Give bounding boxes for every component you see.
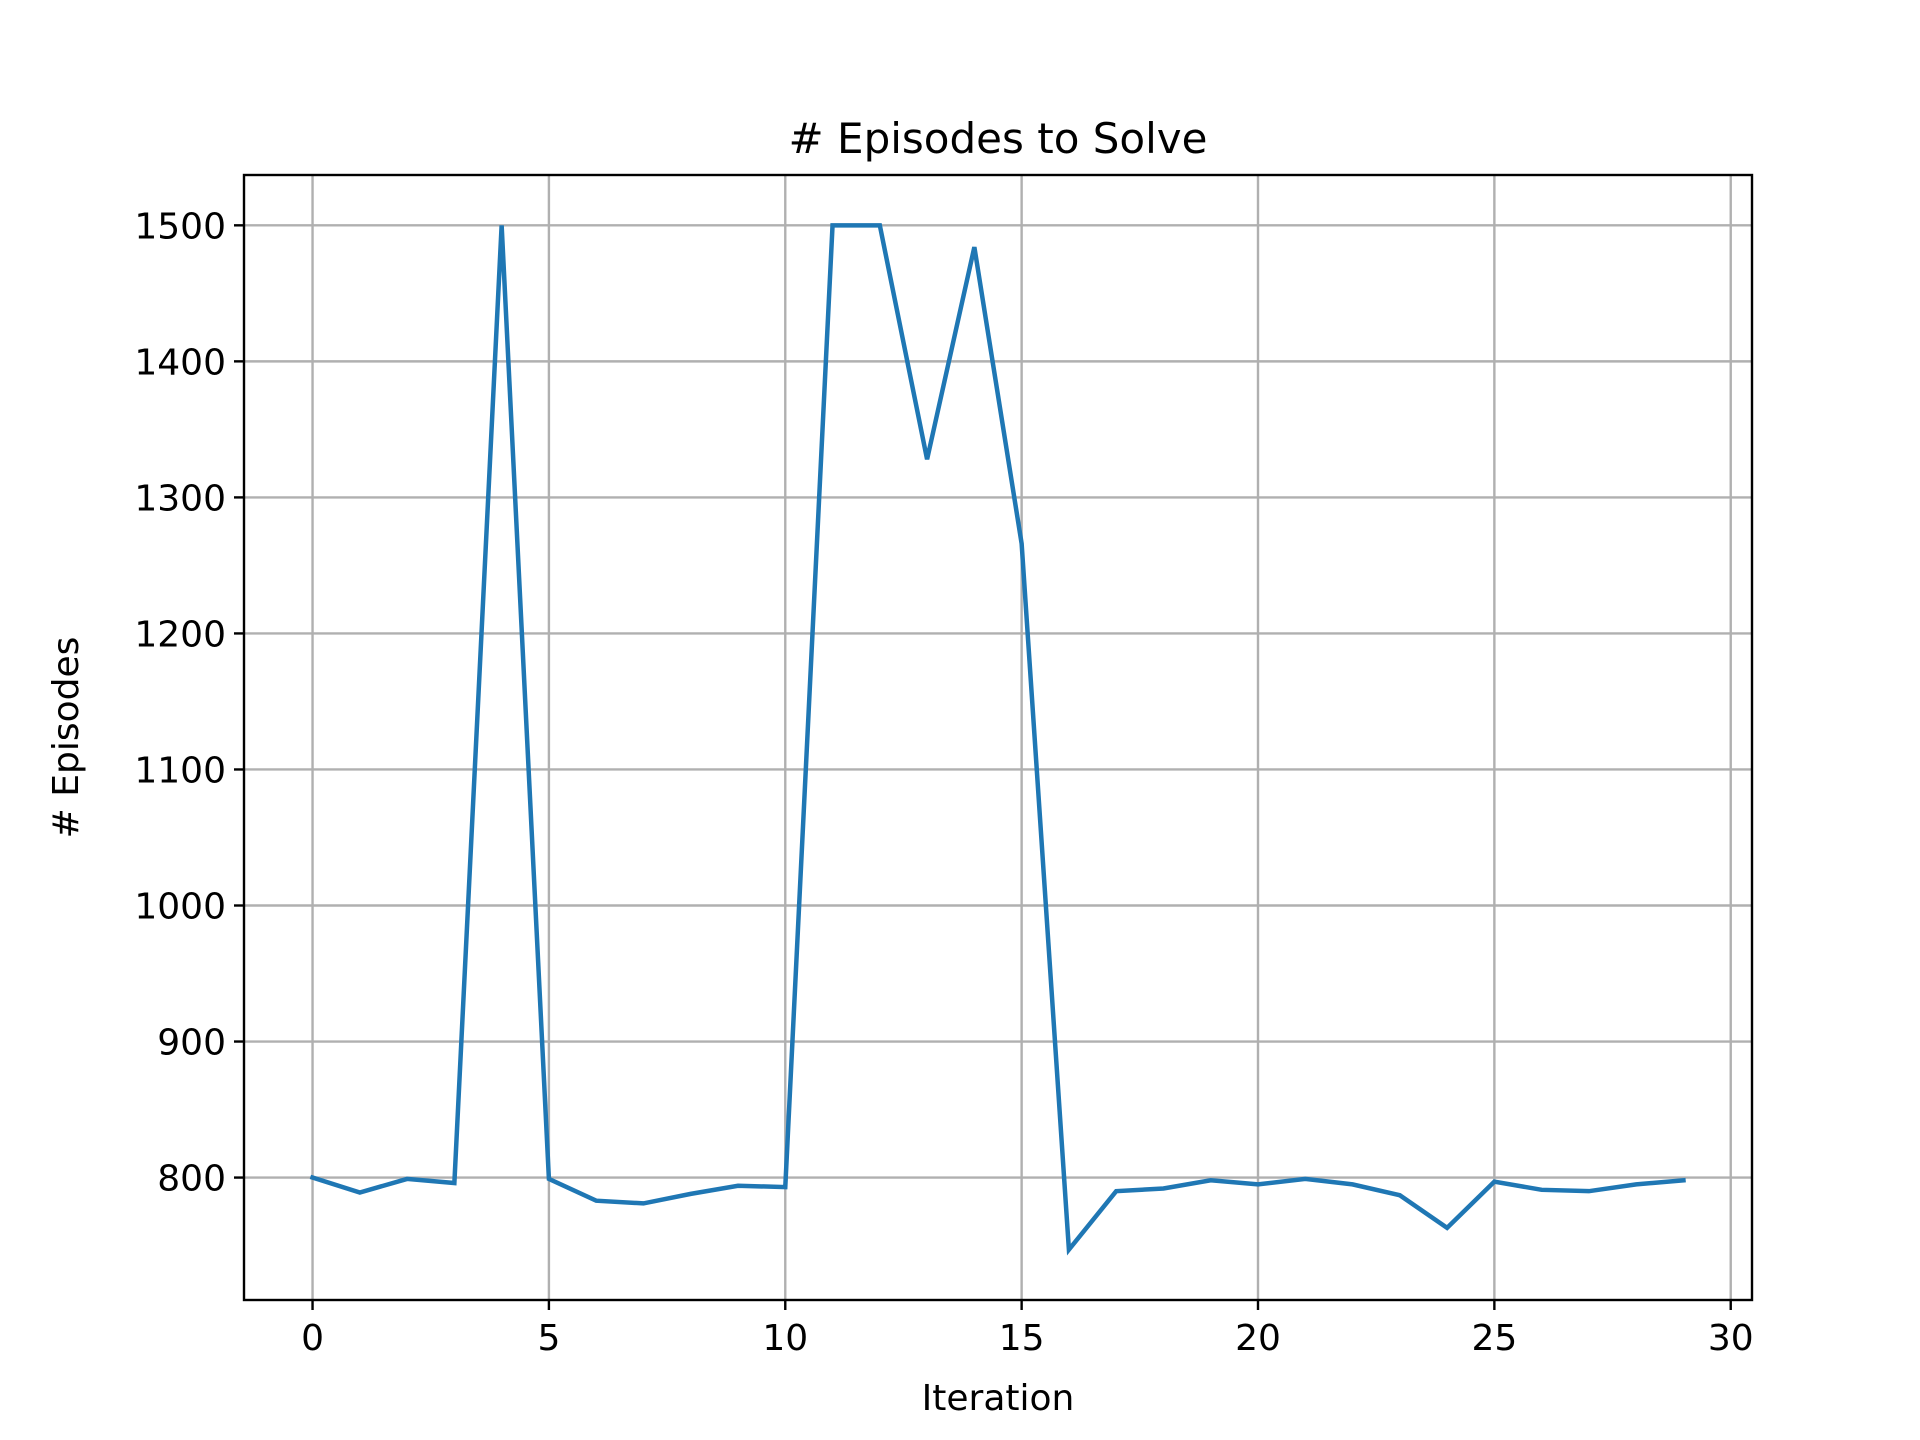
series-line (309, 223, 1686, 1256)
data-point (1680, 1177, 1686, 1183)
data-point (1208, 1177, 1214, 1183)
data-point (877, 222, 883, 228)
data-point (1255, 1181, 1261, 1187)
y-tick-label: 1300 (134, 478, 226, 519)
data-point (1302, 1176, 1308, 1182)
chart-title: # Episodes to Solve (789, 114, 1208, 163)
data-point (1160, 1185, 1166, 1191)
data-point (546, 1176, 552, 1182)
x-axis-ticks: 0 5 10 15 20 25 30 (301, 1300, 1754, 1359)
data-point (688, 1191, 694, 1197)
x-tick-label: 10 (762, 1318, 808, 1359)
data-point (1444, 1225, 1450, 1231)
y-tick-label: 800 (157, 1159, 226, 1200)
x-tick-label: 5 (537, 1318, 560, 1359)
series-layer (309, 222, 1686, 1256)
x-tick-label: 15 (999, 1318, 1045, 1359)
y-tick-label: 1200 (134, 614, 226, 655)
data-point (640, 1200, 646, 1206)
y-tick-label: 900 (157, 1023, 226, 1064)
data-point (1113, 1188, 1119, 1194)
y-tick-label: 1400 (134, 342, 226, 383)
x-tick-label: 0 (301, 1318, 324, 1359)
y-tick-label: 1100 (134, 750, 226, 791)
x-tick-label: 25 (1471, 1318, 1517, 1359)
data-point (1539, 1187, 1545, 1193)
data-point (924, 456, 930, 462)
x-tick-label: 20 (1235, 1318, 1281, 1359)
data-point (451, 1180, 457, 1186)
data-point (310, 1175, 316, 1181)
grid (244, 175, 1752, 1300)
y-axis-label: # Episodes (46, 637, 87, 839)
data-point (971, 244, 977, 250)
data-point (1586, 1188, 1592, 1194)
x-tick-label: 30 (1708, 1318, 1754, 1359)
data-point (1019, 541, 1025, 547)
y-axis-ticks: 800 900 1000 1100 1200 1300 1400 1500 (134, 206, 244, 1200)
data-point (735, 1183, 741, 1189)
data-point (593, 1198, 599, 1204)
data-point (1066, 1247, 1072, 1253)
data-point (499, 222, 505, 228)
data-point (404, 1176, 410, 1182)
data-point (1633, 1181, 1639, 1187)
data-point (1350, 1181, 1356, 1187)
y-tick-label: 1500 (134, 206, 226, 247)
plot-frame (242, 173, 1754, 1302)
data-point (357, 1190, 363, 1196)
data-point (830, 222, 836, 228)
y-tick-label: 1000 (134, 887, 226, 928)
data-point (782, 1184, 788, 1190)
x-axis-label: Iteration (922, 1378, 1075, 1419)
data-point (1397, 1192, 1403, 1198)
data-point (1491, 1179, 1497, 1185)
